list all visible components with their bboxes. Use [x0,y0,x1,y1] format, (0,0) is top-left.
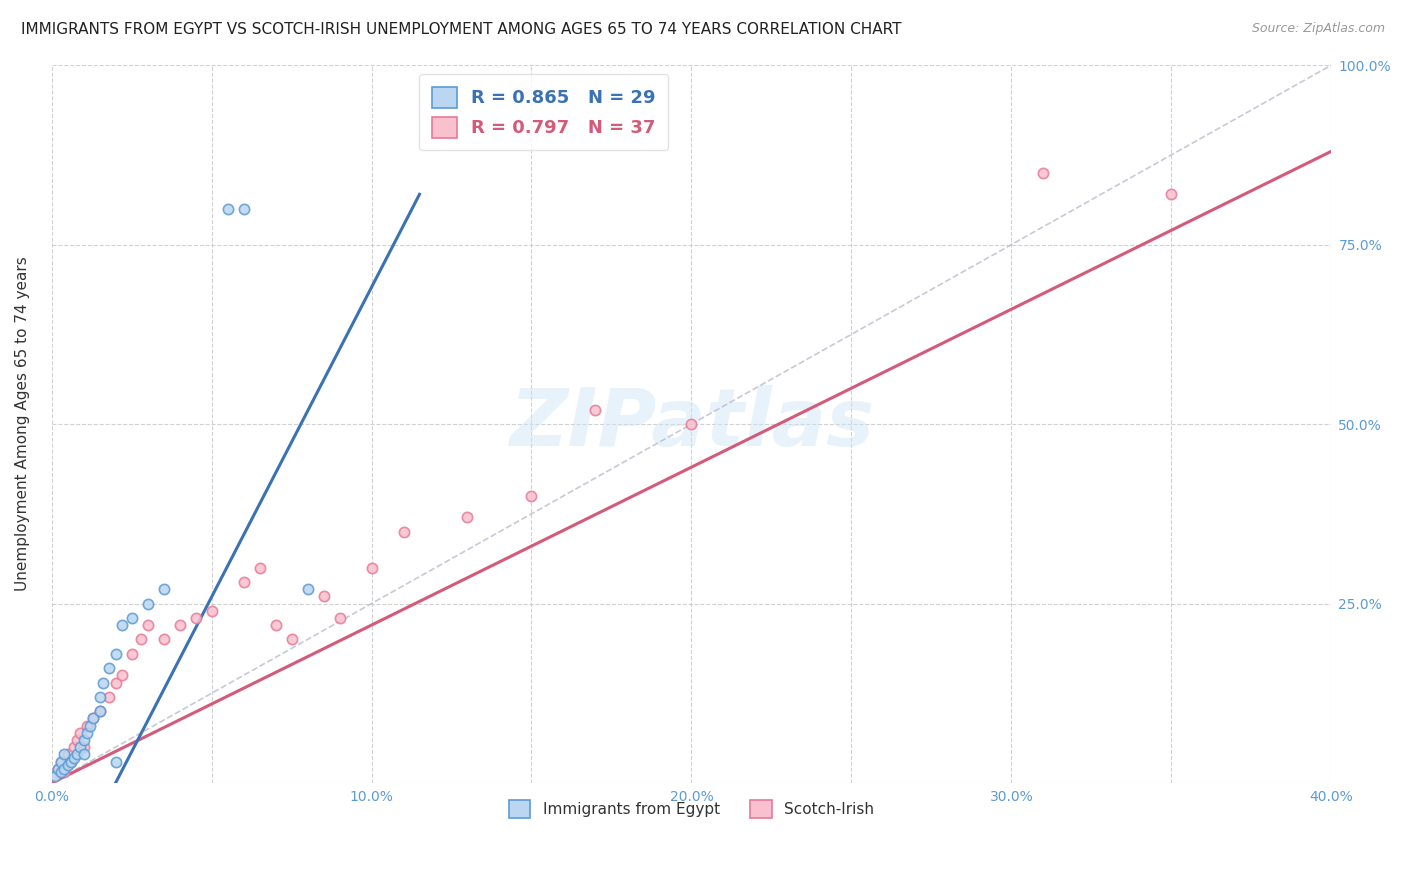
Point [121,647,143,661]
Point [44,769,66,783]
Point [328,611,350,625]
Point [89,704,111,718]
Point [392,524,415,539]
Point [56,758,79,772]
Point [249,560,271,574]
Point [49,765,72,780]
Point [152,632,174,647]
Point [152,582,174,597]
Point [79,718,101,732]
Point [69,740,91,755]
Point [1032,166,1054,180]
Point [72,733,94,747]
Point [49,755,72,769]
Point [136,618,159,632]
Point [104,647,127,661]
Point [63,740,86,755]
Point [89,704,111,718]
Point [49,755,72,769]
Point [98,690,121,704]
Point [66,733,89,747]
Point [44,769,66,783]
Point [53,762,76,776]
Text: IMMIGRANTS FROM EGYPT VS SCOTCH-IRISH UNEMPLOYMENT AMONG AGES 65 TO 74 YEARS COR: IMMIGRANTS FROM EGYPT VS SCOTCH-IRISH UN… [21,22,901,37]
Point [76,726,98,740]
Point [69,726,91,740]
Point [76,718,98,732]
Point [46,762,69,776]
Point [104,755,127,769]
Point [360,560,382,574]
Point [56,747,79,762]
Point [111,618,134,632]
Point [82,711,104,725]
Y-axis label: Unemployment Among Ages 65 to 74 years: Unemployment Among Ages 65 to 74 years [15,257,30,591]
Point [72,747,94,762]
Text: ZIPatlas: ZIPatlas [509,385,875,463]
Point [297,582,319,597]
Text: Source: ZipAtlas.com: Source: ZipAtlas.com [1251,22,1385,36]
Point [98,661,121,675]
Point [53,765,76,780]
Point [280,632,302,647]
Point [520,489,543,503]
Point [104,675,127,690]
Point [457,510,479,524]
Point [66,747,89,762]
Point [121,611,143,625]
Point [217,202,239,216]
Point [169,618,191,632]
Legend: Immigrants from Egypt, Scotch-Irish: Immigrants from Egypt, Scotch-Irish [502,793,882,826]
Point [89,690,111,704]
Point [312,590,335,604]
Point [53,747,76,762]
Point [59,755,82,769]
Point [72,740,94,755]
Point [91,675,114,690]
Point [200,604,222,618]
Point [264,618,287,632]
Point [1160,187,1182,202]
Point [232,574,254,589]
Point [184,611,207,625]
Point [111,668,134,682]
Point [136,597,159,611]
Point [232,202,254,216]
Point [46,762,69,776]
Point [681,417,703,431]
Point [59,755,82,769]
Point [129,632,152,647]
Point [63,751,86,765]
Point [585,402,607,417]
Point [82,711,104,725]
